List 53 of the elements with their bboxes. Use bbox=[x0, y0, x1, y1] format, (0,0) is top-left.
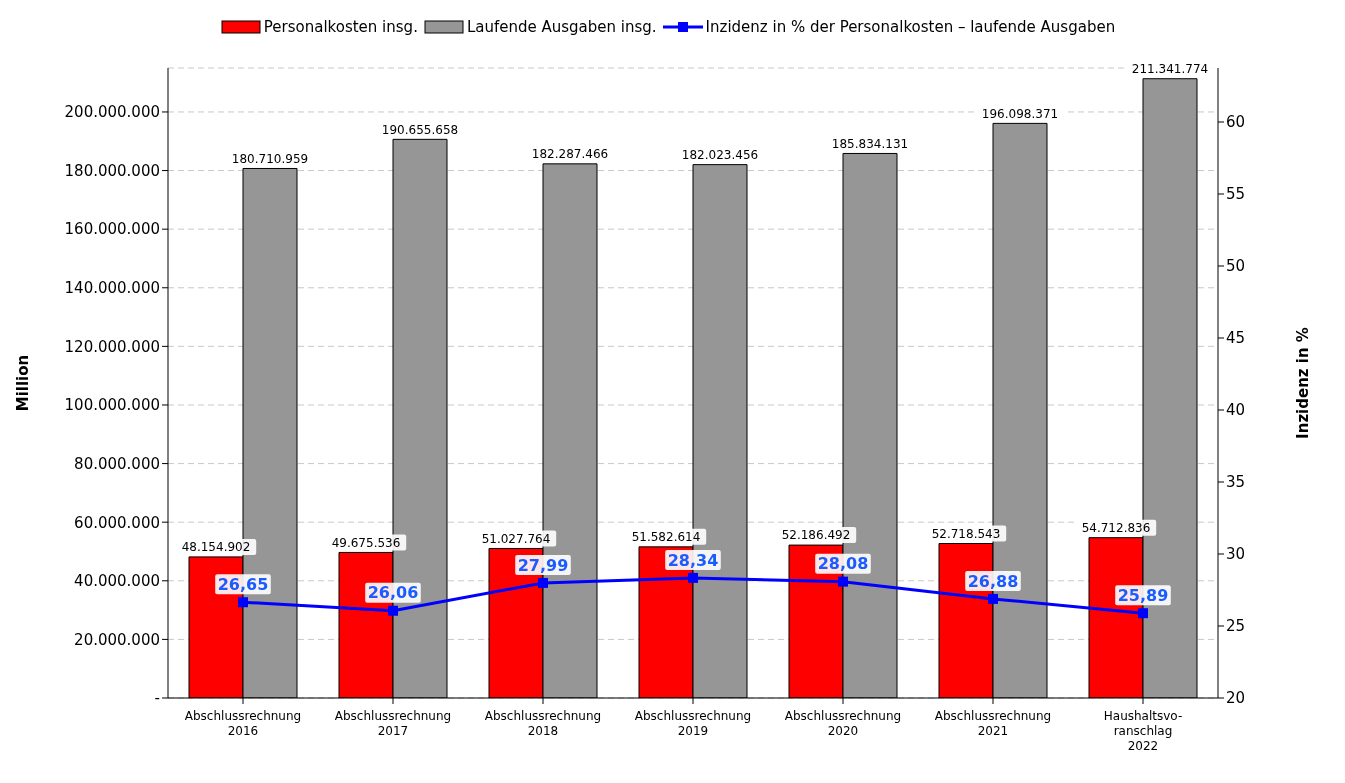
x-tick-label: Abschlussrechnung 2018 bbox=[484, 709, 602, 738]
y-tick-label: 40.000.000 bbox=[74, 572, 160, 591]
data-label: 49.675.536 bbox=[331, 535, 401, 550]
data-label: 52.718.543 bbox=[931, 526, 1001, 541]
data-label: 52.186.492 bbox=[781, 528, 851, 543]
data-label: 180.710.959 bbox=[231, 151, 309, 166]
legend-label: Inzidenz in % der Personalkosten – laufende Ausgaben bbox=[705, 18, 1116, 36]
y2-tick-label: 60 bbox=[1226, 113, 1246, 132]
data-label: 48.154.902 bbox=[181, 540, 251, 555]
y-tick-label: 140.000.000 bbox=[64, 279, 160, 298]
y-tick-label: 80.000.000 bbox=[74, 454, 160, 473]
y-tick-label: 160.000.000 bbox=[64, 220, 160, 239]
data-label: 196.098.371 bbox=[981, 106, 1059, 121]
y-tick-label: - bbox=[154, 689, 160, 708]
y-tick-label: 120.000.000 bbox=[64, 337, 160, 356]
x-tick-label: Abschlussrechnung 2016 bbox=[184, 709, 302, 738]
y2-tick-label: 30 bbox=[1226, 545, 1246, 564]
legend-label: Laufende Ausgaben insg. bbox=[466, 18, 657, 36]
data-label: 182.287.466 bbox=[531, 147, 609, 162]
y-tick-label: 100.000.000 bbox=[64, 396, 160, 415]
data-label: 51.582.614 bbox=[631, 530, 701, 545]
data-label: 26,06 bbox=[367, 583, 419, 603]
y2-tick-label: 25 bbox=[1226, 617, 1246, 636]
x-tick-label: Haushaltsvo- ranschlag 2022 bbox=[1103, 709, 1183, 753]
x-tick-label: Abschlussrechnung 2019 bbox=[634, 709, 752, 738]
data-label: 28,08 bbox=[817, 554, 869, 574]
y2-tick-label: 55 bbox=[1226, 185, 1246, 204]
data-label: 26,88 bbox=[967, 571, 1019, 591]
y2-tick-label: 35 bbox=[1226, 473, 1246, 492]
data-label: 28,34 bbox=[667, 550, 719, 570]
x-tick-label: Abschlussrechnung 2020 bbox=[784, 709, 902, 738]
data-label: 25,89 bbox=[1117, 585, 1169, 605]
y2-tick-label: 50 bbox=[1226, 257, 1246, 276]
y-tick-label: 180.000.000 bbox=[64, 161, 160, 180]
y-tick-label: 200.000.000 bbox=[64, 103, 160, 122]
data-label: 182.023.456 bbox=[681, 147, 759, 162]
data-label: 190.655.658 bbox=[381, 122, 459, 137]
legend-label: Personalkosten insg. bbox=[263, 18, 418, 36]
y-tick-label: 60.000.000 bbox=[74, 513, 160, 532]
data-label: 54.712.836 bbox=[1081, 520, 1151, 535]
data-label: 185.834.131 bbox=[831, 136, 909, 151]
y2-tick-label: 20 bbox=[1226, 689, 1246, 708]
data-label: 211.341.774 bbox=[1131, 61, 1209, 76]
x-tick-label: Abschlussrechnung 2017 bbox=[334, 709, 452, 738]
data-label: 26,65 bbox=[217, 574, 269, 594]
y2-tick-label: 40 bbox=[1226, 401, 1246, 420]
data-label: 27,99 bbox=[517, 555, 569, 575]
y2-tick-label: 45 bbox=[1226, 329, 1246, 348]
y-tick-label: 20.000.000 bbox=[74, 630, 160, 649]
y2-axis-title: Inzidenz in % bbox=[1294, 327, 1313, 439]
x-tick-label: Abschlussrechnung 2021 bbox=[934, 709, 1052, 738]
y-axis-title: Million bbox=[14, 354, 33, 412]
data-label: 51.027.764 bbox=[481, 531, 551, 546]
